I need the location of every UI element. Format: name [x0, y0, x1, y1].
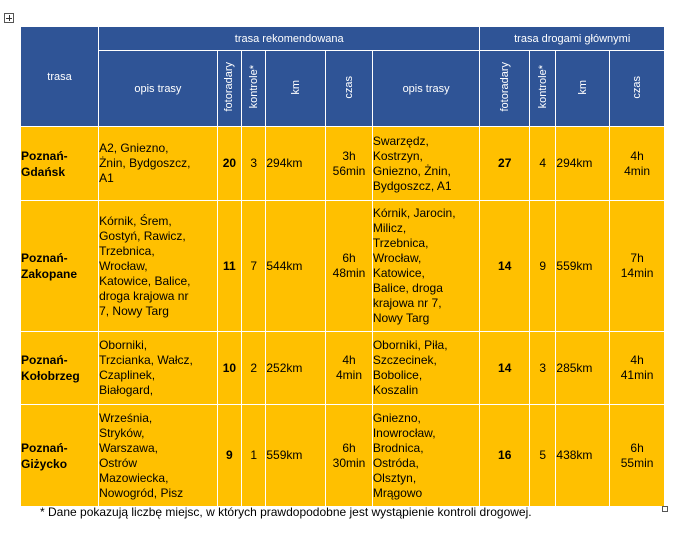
route-name: Poznań- Gdańsk — [19, 126, 100, 201]
header-main-cameras: fotoradary — [479, 50, 531, 127]
rec-cameras: 20 — [216, 126, 243, 201]
header-rec-controls: kontrole* — [241, 50, 267, 127]
header-main-km-label: km — [576, 79, 589, 95]
main-cameras: 16 — [479, 404, 531, 507]
main-desc: Kórnik, Jarocin, Milicz, Trzebnica, Wrocław… — [371, 200, 481, 332]
header-main-time-label: czas — [631, 75, 644, 99]
header-main-controls: kontrole* — [529, 50, 557, 127]
header-rec-km-label: km — [289, 79, 302, 95]
header-main-controls-label: kontrole* — [536, 65, 549, 109]
header-main-desc: opis trasy — [371, 50, 481, 127]
rec-time: 3h 56min — [325, 126, 373, 201]
rec-controls: 2 — [241, 331, 267, 405]
main-time: 4h 41min — [609, 331, 665, 405]
main-km: 559km — [555, 200, 611, 332]
header-rec-controls-label: kontrole* — [247, 65, 260, 109]
header-rec-km: km — [265, 50, 327, 127]
header-route: trasa — [19, 26, 100, 127]
rec-time: 6h 30min — [325, 404, 373, 507]
main-cameras: 14 — [479, 200, 531, 332]
rec-desc: Września, Stryków, Warszawa, Ostrów Mazowiec… — [98, 404, 218, 507]
table-row: Poznań- Zakopane Kórnik, Śrem, Gostyń, Raw… — [19, 200, 665, 332]
header-main-time: czas — [609, 50, 665, 127]
rec-desc: Kórnik, Śrem, Gostyń, Rawicz, Trzebnica, Wr… — [98, 200, 218, 332]
route-name: Poznań- Giżycko — [19, 404, 100, 507]
footnote: * Dane pokazują liczbę miejsc, w których… — [40, 505, 532, 519]
main-km: 294km — [555, 126, 611, 201]
rec-desc: A2, Gniezno, Żnin, Bydgoszcz, A1 — [98, 126, 218, 201]
rec-cameras: 10 — [216, 331, 243, 405]
main-controls: 3 — [529, 331, 557, 405]
table-row: Poznań- Kołobrzeg Oborniki, Trzcianka, Wał… — [19, 331, 665, 405]
main-km: 438km — [555, 404, 611, 507]
rec-time: 6h 48min — [325, 200, 373, 332]
header-main-km: km — [555, 50, 611, 127]
rec-desc: Oborniki, Trzcianka, Wałcz, Czaplinek, Biał… — [98, 331, 218, 405]
rec-cameras: 9 — [216, 404, 243, 507]
table-move-handle-icon[interactable] — [4, 13, 14, 23]
main-time: 6h 55min — [609, 404, 665, 507]
main-cameras: 14 — [479, 331, 531, 405]
table-row: Poznań- Giżycko Września, Stryków, Warszawa… — [19, 404, 665, 507]
header-group-main-roads: trasa drogami głównymi — [479, 26, 665, 51]
main-desc: Oborniki, Piła, Szczecinek, Bobolice, Kosza… — [371, 331, 481, 405]
main-cameras: 27 — [479, 126, 531, 201]
route-name: Poznań- Zakopane — [19, 200, 100, 332]
rec-controls: 7 — [241, 200, 267, 332]
header-rec-desc: opis trasy — [98, 50, 218, 127]
rec-controls: 1 — [241, 404, 267, 507]
main-desc: Gniezno, Inowrocław, Brodnica, Ostróda, Olsz… — [371, 404, 481, 507]
route-name: Poznań- Kołobrzeg — [19, 331, 100, 405]
main-km: 285km — [555, 331, 611, 405]
header-rec-time: czas — [325, 50, 373, 127]
table-row: Poznań- Gdańsk A2, Gniezno, Żnin, Bydgoszc… — [19, 126, 665, 201]
rec-km: 559km — [265, 404, 327, 507]
header-rec-time-label: czas — [343, 75, 355, 99]
rec-time: 4h 4min — [325, 331, 373, 405]
main-controls: 9 — [529, 200, 557, 332]
rec-km: 294km — [265, 126, 327, 201]
rec-controls: 3 — [241, 126, 267, 201]
header-rec-cameras: fotoradary — [216, 50, 243, 127]
header-main-cameras-label: fotoradary — [498, 62, 511, 112]
main-controls: 4 — [529, 126, 557, 201]
rec-cameras: 11 — [216, 200, 243, 332]
table-resize-handle-icon[interactable] — [662, 506, 668, 512]
rec-km: 544km — [265, 200, 327, 332]
header-group-recommended: trasa rekomendowana — [98, 26, 481, 51]
main-controls: 5 — [529, 404, 557, 507]
main-time: 7h 14min — [609, 200, 665, 332]
main-time: 4h 4min — [609, 126, 665, 201]
header-rec-cameras-label: fotoradary — [223, 62, 236, 112]
main-desc: Swarzędz, Kostrzyn, Gniezno, Żnin, Bydgoszc… — [371, 126, 481, 201]
rec-km: 252km — [265, 331, 327, 405]
routes-table: trasa trasa rekomendowana trasa drogami … — [19, 26, 665, 507]
